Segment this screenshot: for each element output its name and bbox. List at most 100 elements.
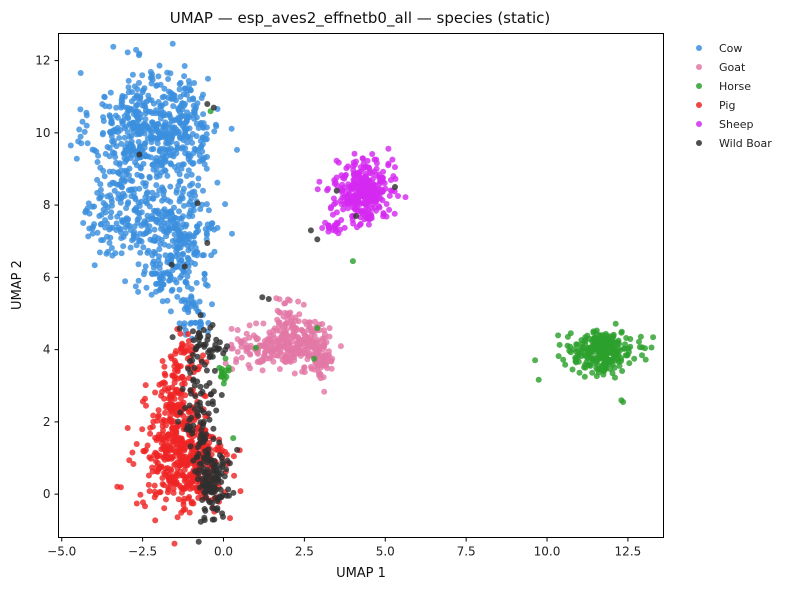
legend-label: Goat xyxy=(719,61,746,74)
data-point xyxy=(190,351,196,358)
data-point xyxy=(162,453,169,460)
data-point xyxy=(176,86,183,93)
data-point xyxy=(113,143,120,150)
legend-label: Pig xyxy=(719,99,735,112)
data-point xyxy=(193,120,200,127)
data-point xyxy=(177,409,184,416)
data-point xyxy=(174,386,181,393)
data-point xyxy=(154,82,160,89)
data-point xyxy=(181,466,188,473)
data-point xyxy=(612,320,619,327)
data-point xyxy=(203,231,210,238)
data-point xyxy=(620,345,627,352)
data-point xyxy=(142,382,149,389)
data-point xyxy=(201,517,208,524)
data-point xyxy=(163,129,170,136)
data-point xyxy=(187,87,194,94)
data-point xyxy=(184,114,191,120)
data-point xyxy=(391,210,398,217)
data-point xyxy=(170,405,177,411)
data-point xyxy=(137,165,144,172)
data-point xyxy=(199,482,206,489)
data-point xyxy=(612,374,618,381)
data-point xyxy=(198,431,205,438)
data-point xyxy=(176,286,183,293)
data-point xyxy=(371,185,378,192)
data-point xyxy=(175,401,182,408)
data-point xyxy=(186,509,193,516)
data-point xyxy=(379,174,385,181)
data-point xyxy=(637,333,644,340)
data-point xyxy=(377,195,384,202)
data-point xyxy=(122,149,129,156)
data-point xyxy=(288,314,295,321)
data-point xyxy=(158,236,165,243)
data-point xyxy=(179,251,186,258)
data-point xyxy=(157,489,164,496)
data-point xyxy=(127,244,134,251)
data-point xyxy=(170,92,177,99)
data-point xyxy=(127,227,134,234)
data-point xyxy=(81,128,88,135)
data-point xyxy=(329,355,336,362)
data-point xyxy=(169,151,176,158)
data-point xyxy=(326,325,333,332)
data-point xyxy=(216,439,223,446)
data-point xyxy=(133,162,140,169)
data-point xyxy=(170,489,177,496)
data-point xyxy=(368,213,375,220)
data-point xyxy=(191,239,198,246)
data-point xyxy=(185,268,192,275)
data-point xyxy=(570,346,577,353)
data-point xyxy=(165,431,172,438)
data-point xyxy=(178,345,185,352)
data-point xyxy=(89,230,96,237)
data-point xyxy=(360,165,367,172)
data-point xyxy=(94,159,101,165)
data-point xyxy=(192,393,199,400)
data-point xyxy=(334,221,341,228)
data-point xyxy=(392,176,399,182)
data-point xyxy=(593,345,600,352)
data-point xyxy=(159,436,166,443)
data-point xyxy=(224,451,230,458)
data-point xyxy=(148,73,155,80)
data-point xyxy=(110,43,117,50)
data-point xyxy=(581,373,588,380)
data-point xyxy=(163,233,170,240)
data-point xyxy=(175,114,182,121)
data-point xyxy=(187,369,194,376)
data-point xyxy=(180,241,187,247)
data-point xyxy=(172,223,178,230)
data-point xyxy=(620,399,627,405)
data-point xyxy=(142,230,149,237)
data-point xyxy=(210,104,217,111)
data-point xyxy=(177,451,184,458)
data-point xyxy=(154,210,161,217)
data-point xyxy=(122,278,129,285)
data-point xyxy=(598,343,605,349)
data-point xyxy=(259,294,266,301)
data-point xyxy=(372,199,379,206)
data-point xyxy=(178,374,185,381)
data-point xyxy=(131,83,138,90)
data-point xyxy=(167,252,174,259)
data-point xyxy=(171,243,178,250)
data-point xyxy=(144,200,150,207)
data-point xyxy=(132,283,139,290)
data-point xyxy=(282,320,289,327)
data-point xyxy=(572,354,579,361)
data-point xyxy=(169,40,176,47)
data-point xyxy=(205,410,212,417)
data-point xyxy=(126,143,133,150)
data-point xyxy=(117,229,124,236)
legend-label: Sheep xyxy=(719,118,753,131)
data-point xyxy=(129,449,136,456)
data-point xyxy=(636,344,643,351)
data-point xyxy=(201,361,208,368)
data-point xyxy=(569,366,576,373)
data-point xyxy=(350,159,357,166)
data-point xyxy=(195,470,202,477)
data-point xyxy=(340,206,347,213)
data-point xyxy=(159,475,166,481)
